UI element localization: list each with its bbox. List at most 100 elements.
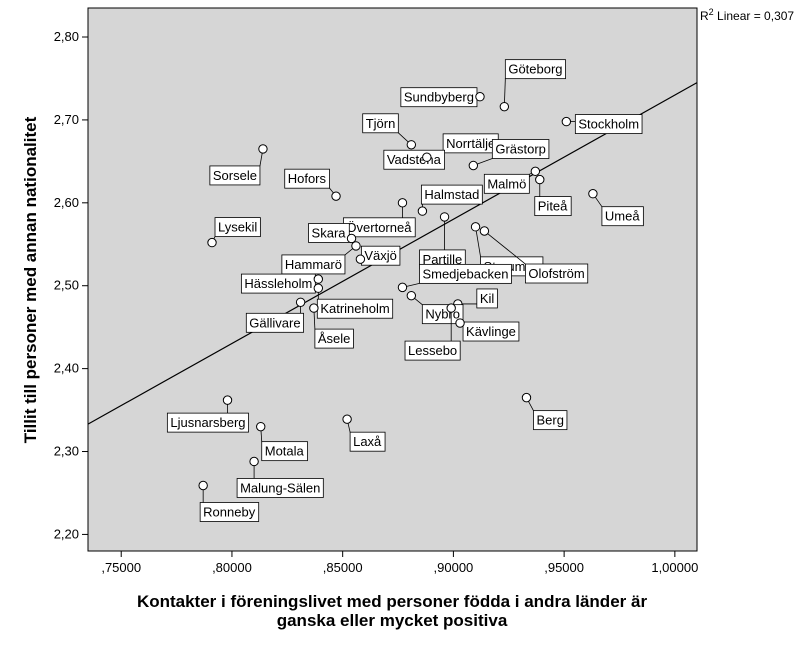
data-point [475, 92, 485, 102]
point-label-box [349, 431, 386, 452]
point-label: Lysekil [218, 220, 257, 235]
x-axis-title-line-2: ganska eller mycket positiva [277, 611, 508, 630]
point-label-box [601, 206, 644, 227]
data-point [397, 282, 408, 293]
x-axis-title-line-1: Kontakter i föreningslivet med personer … [137, 592, 648, 611]
data-point [309, 303, 319, 313]
y-tick-label: 2,50 [54, 278, 79, 293]
point-label-box [236, 478, 324, 498]
data-point [499, 101, 510, 112]
point-label-box [491, 139, 550, 159]
point-group: Umeå [588, 188, 644, 227]
point-group: Halmstad [417, 184, 483, 216]
y-axis-title: Tillit till personer med annan nationali… [21, 116, 40, 443]
data-point [468, 160, 479, 171]
point-label-box [199, 502, 260, 522]
point-label: Grästorp [495, 142, 546, 157]
data-point [256, 421, 266, 432]
point-label-box [214, 217, 261, 238]
y-tick-label: 2,20 [54, 526, 79, 541]
y-tick-label: 2,40 [54, 361, 79, 376]
point-label: Hässleholm [244, 276, 312, 291]
point-group: Malmö [483, 166, 541, 194]
plot-area [87, 7, 698, 552]
point-group: Ljusnarsberg [166, 395, 249, 433]
data-point [406, 290, 417, 301]
data-point [346, 233, 357, 244]
point-label-box [261, 441, 308, 462]
point-label-box [308, 223, 350, 243]
point-group: Lysekil [207, 217, 261, 248]
point-group: Smedjebacken [397, 263, 512, 293]
point-label-box [476, 288, 498, 309]
point-label-box [420, 184, 483, 205]
point-label-box [525, 263, 589, 284]
point-group: Gällivare [245, 297, 306, 333]
data-point [198, 480, 208, 491]
point-label: Åsele [318, 331, 351, 346]
point-label: Gällivare [249, 315, 300, 330]
point-label: Malmö [487, 176, 526, 191]
point-label-box [209, 165, 261, 186]
point-label: Malung-Sälen [240, 480, 320, 495]
point-label: Kil [480, 291, 495, 306]
point-group: Kävlinge [455, 318, 520, 342]
data-point [439, 212, 450, 222]
point-label-box [314, 328, 354, 349]
data-point [342, 414, 352, 424]
point-label-box [483, 173, 530, 194]
point-group: Sundbyberg [400, 87, 485, 108]
data-point [351, 241, 361, 251]
point-label: Motala [265, 444, 305, 459]
label-leader-line [475, 226, 481, 257]
data-point [535, 174, 545, 185]
point-label: Katrineholm [320, 301, 389, 316]
data-point [417, 206, 428, 216]
point-label-box [462, 321, 520, 342]
point-group: Övertorneå [343, 198, 416, 238]
point-label: Sorsele [213, 168, 257, 183]
x-tick-label: ,95000 [544, 560, 584, 575]
point-group: Berg [521, 392, 568, 431]
point-label: Stockholm [578, 117, 639, 132]
point-label: Hammarö [285, 257, 342, 272]
point-group: Åsele [309, 303, 354, 349]
point-label: Laxå [353, 434, 382, 449]
point-group: Stockholm [561, 114, 643, 134]
data-point [397, 198, 408, 208]
point-label: Göteborg [508, 62, 562, 77]
data-point [530, 166, 541, 177]
data-point [222, 395, 233, 405]
data-point [479, 226, 490, 236]
point-label: Vadstena [387, 152, 442, 167]
point-group: Motala [256, 421, 308, 462]
point-label-box [504, 59, 566, 80]
point-label: Halmstad [424, 187, 479, 202]
point-group: Hässleholm [240, 273, 324, 294]
r2-label: R2 Linear = 0,307 [700, 7, 794, 23]
point-label-box [534, 196, 572, 217]
point-label: Partille [423, 252, 463, 267]
point-group: Katrineholm [313, 283, 394, 319]
point-label: Övertorneå [346, 220, 412, 235]
data-point [355, 254, 366, 264]
point-group: Göteborg [499, 59, 566, 112]
y-tick-label: 2,60 [54, 195, 79, 210]
point-group: Hofors [284, 168, 341, 201]
point-group: Piteå [534, 174, 572, 217]
point-label: Olofström [528, 266, 584, 281]
point-group: Malung-Sälen [236, 456, 324, 498]
data-point [295, 297, 306, 307]
data-point [258, 144, 268, 154]
data-point [313, 283, 324, 293]
point-group: Grästorp [468, 139, 550, 171]
data-point [422, 152, 432, 162]
data-point [331, 191, 341, 201]
data-point [470, 222, 481, 232]
data-point [588, 188, 598, 199]
y-tick-label: 2,30 [54, 444, 79, 459]
point-label-box [240, 273, 316, 294]
x-tick-label: ,75000 [101, 560, 141, 575]
point-label-box [362, 113, 399, 134]
